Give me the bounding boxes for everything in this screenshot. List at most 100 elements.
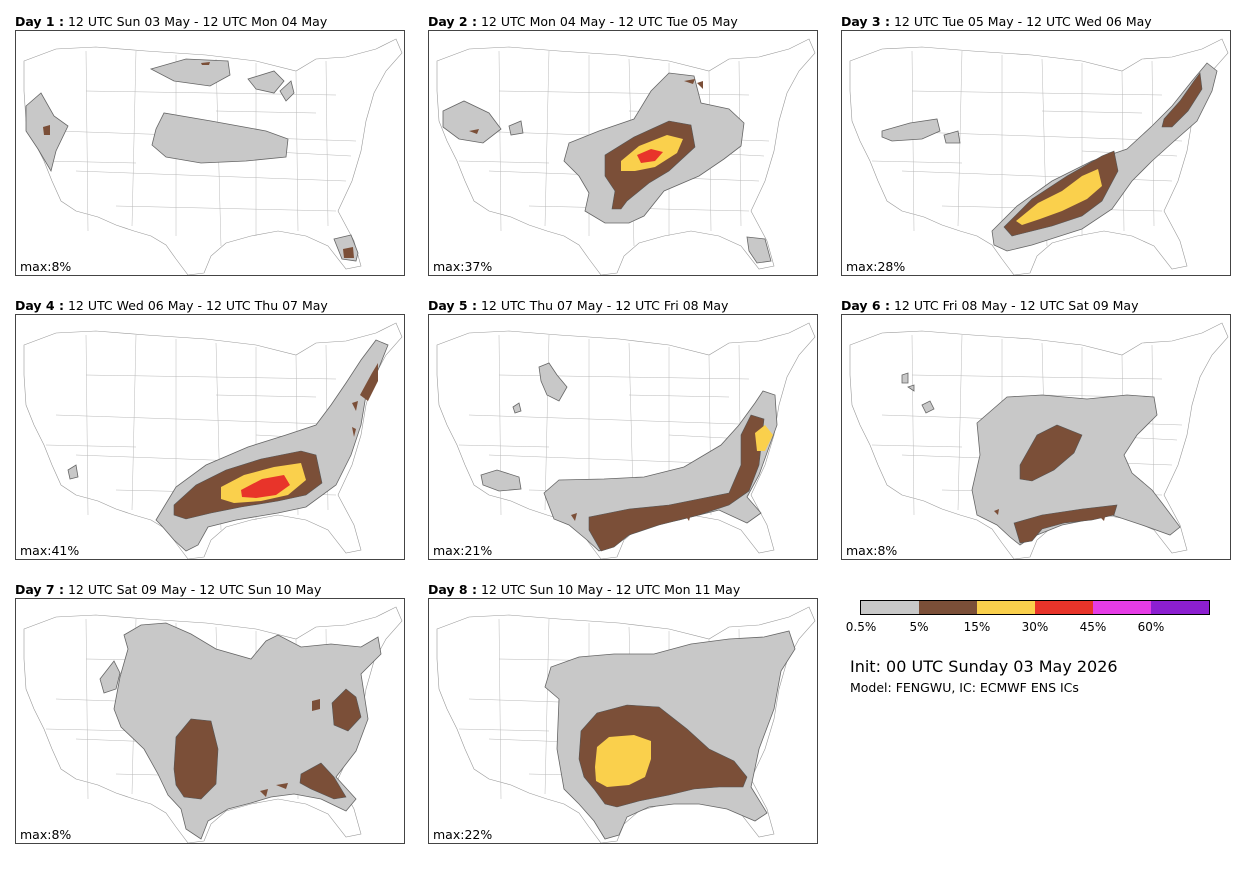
state-boundary (468, 414, 770, 426)
legend-swatch (1035, 601, 1093, 614)
state-boundary (215, 110, 317, 114)
period-label: 12 UTC Fri 08 May - 12 UTC Sat 09 May (893, 298, 1139, 313)
legend-tick-label: 5% (909, 620, 929, 634)
state-boundary (871, 444, 963, 448)
panel-title: Day 6 : 12 UTC Fri 08 May - 12 UTC Sat 0… (841, 298, 1138, 314)
panel-title: Day 7 : 12 UTC Sat 09 May - 12 UTC Sun 1… (15, 582, 321, 598)
map-svg (436, 38, 816, 275)
state-boundary (295, 70, 299, 232)
max-label: max:22% (433, 827, 493, 842)
day-label: Day 8 : (428, 582, 477, 597)
forecast-map: max:21% (428, 314, 818, 560)
state-boundary (911, 50, 915, 232)
state-boundary (85, 334, 89, 516)
country-outline (23, 38, 403, 275)
state-boundary (911, 334, 915, 516)
max-label: max:8% (20, 827, 72, 842)
forecast-map: max:28% (841, 30, 1231, 276)
state-boundary (131, 334, 137, 511)
map-svg (23, 322, 403, 559)
period-label: 12 UTC Thu 07 May - 12 UTC Fri 08 May (480, 298, 729, 313)
period-label: 12 UTC Sun 03 May - 12 UTC Mon 04 May (67, 14, 328, 29)
state-boundary (45, 160, 137, 164)
state-boundary (1041, 110, 1143, 114)
panel-title: Day 3 : 12 UTC Tue 05 May - 12 UTC Wed 0… (841, 14, 1152, 30)
init-time-label: Init: 00 UTC Sunday 03 May 2026 (850, 657, 1118, 676)
day-label: Day 3 : (841, 14, 890, 29)
state-boundary (45, 728, 137, 732)
state-boundary (325, 60, 329, 227)
state-boundary (85, 618, 89, 800)
forecast-map: max:8% (15, 30, 405, 276)
period-label: 12 UTC Sun 10 May - 12 UTC Mon 11 May (480, 582, 741, 597)
period-label: 12 UTC Wed 06 May - 12 UTC Thu 07 May (67, 298, 328, 313)
map-svg (23, 38, 403, 275)
day-label: Day 5 : (428, 298, 477, 313)
legend-swatch (1151, 601, 1209, 614)
state-boundary (55, 414, 357, 426)
state-boundary (957, 334, 963, 511)
period-label: 12 UTC Sat 09 May - 12 UTC Sun 10 May (67, 582, 322, 597)
legend-swatch (919, 601, 977, 614)
panel-title: Day 1 : 12 UTC Sun 03 May - 12 UTC Mon 0… (15, 14, 327, 30)
state-boundary (911, 374, 1163, 380)
forecast-map: max:37% (428, 30, 818, 276)
state-boundary (498, 618, 502, 800)
state-boundary (498, 50, 502, 232)
country-outline (436, 322, 816, 559)
forecast-map: max:8% (15, 598, 405, 844)
map-svg (849, 38, 1229, 275)
max-label: max:8% (20, 259, 72, 274)
legend-tick-label: 45% (1079, 620, 1107, 634)
state-boundary (75, 170, 347, 182)
forecast-map: max:22% (428, 598, 818, 844)
state-boundary (458, 728, 550, 732)
state-boundary (544, 334, 550, 511)
country-outline (436, 38, 816, 275)
map-svg (23, 606, 403, 843)
country-outline (849, 38, 1229, 275)
state-boundary (871, 160, 963, 164)
map-svg (436, 606, 816, 843)
state-boundary (544, 50, 550, 227)
max-label: max:37% (433, 259, 493, 274)
legend-tick-label: 60% (1137, 620, 1165, 634)
day-label: Day 2 : (428, 14, 477, 29)
legend-swatch (1093, 601, 1151, 614)
country-outline (23, 322, 403, 559)
state-boundary (544, 618, 550, 795)
state-boundary (215, 394, 317, 398)
state-boundary (458, 160, 550, 164)
legend-swatch (977, 601, 1035, 614)
state-boundary (45, 444, 137, 448)
state-boundary (85, 50, 89, 232)
legend-swatch (861, 601, 919, 614)
legend-tick-label: 30% (1021, 620, 1049, 634)
state-boundary (458, 444, 550, 448)
day-label: Day 4 : (15, 298, 64, 313)
state-boundary (957, 50, 963, 227)
country-outline (849, 322, 1229, 559)
legend-colorbar (860, 600, 1210, 615)
forecast-map: max:41% (15, 314, 405, 560)
state-boundary (131, 50, 137, 227)
period-label: 12 UTC Tue 05 May - 12 UTC Wed 06 May (893, 14, 1152, 29)
state-boundary (628, 394, 730, 398)
day-label: Day 7 : (15, 582, 64, 597)
panel-title: Day 2 : 12 UTC Mon 04 May - 12 UTC Tue 0… (428, 14, 738, 30)
panel-title: Day 8 : 12 UTC Sun 10 May - 12 UTC Mon 1… (428, 582, 740, 598)
max-label: max:41% (20, 543, 80, 558)
state-boundary (1151, 344, 1155, 511)
state-boundary (498, 90, 750, 96)
day-label: Day 1 : (15, 14, 64, 29)
day-label: Day 6 : (841, 298, 890, 313)
period-label: 12 UTC Mon 04 May - 12 UTC Tue 05 May (480, 14, 738, 29)
state-boundary (115, 205, 337, 212)
state-boundary (911, 90, 1163, 96)
model-label: Model: FENGWU, IC: ECMWF ENS ICs (850, 680, 1079, 695)
forecast-map: max:8% (841, 314, 1231, 560)
max-label: max:28% (846, 259, 906, 274)
max-label: max:8% (846, 543, 898, 558)
state-boundary (85, 90, 337, 96)
state-boundary (498, 374, 750, 380)
